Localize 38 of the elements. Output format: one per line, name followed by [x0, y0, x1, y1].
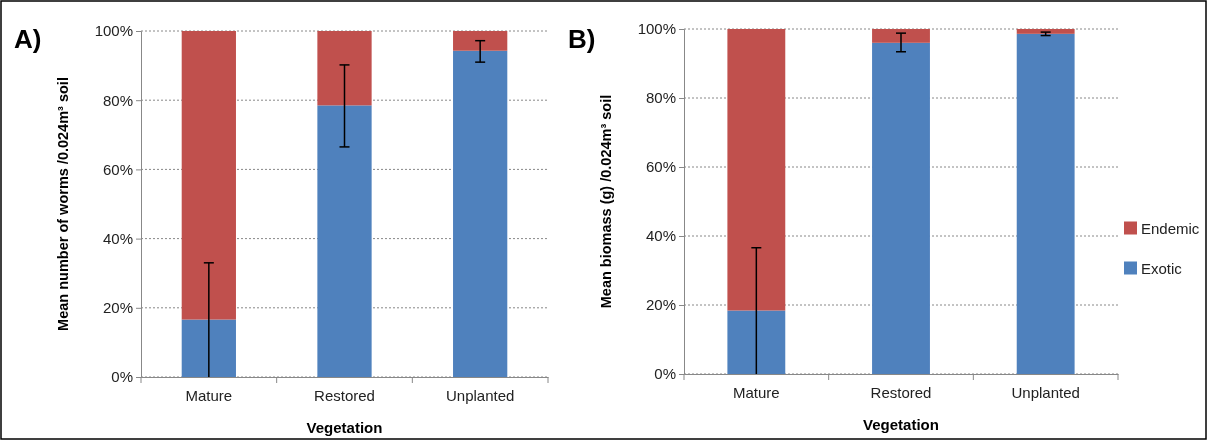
y-tick-label: 60% [645, 158, 676, 176]
legend-label: Exotic [1141, 259, 1183, 277]
y-tick-label: 40% [645, 227, 676, 245]
y-tick-label: 80% [102, 91, 133, 109]
y-axis-title: Mean number of worms /0.024m³ soil [55, 77, 71, 331]
y-tick-label: 60% [102, 160, 133, 178]
x-axis-title: Vegetation [306, 419, 383, 436]
x-axis-title: Vegetation [863, 416, 939, 433]
bar [1016, 33, 1075, 374]
y-tick-label: 0% [111, 368, 133, 386]
y-tick-label: 0% [654, 365, 676, 383]
y-tick-label: 100% [637, 20, 676, 38]
bar [727, 310, 786, 374]
bar [317, 105, 372, 377]
bar [727, 29, 786, 311]
bar [453, 31, 508, 51]
y-tick-label: 80% [645, 89, 676, 107]
bar [872, 29, 930, 43]
x-tick-label: Restored [870, 384, 932, 401]
y-tick-label: 100% [94, 22, 133, 40]
bar [453, 50, 508, 377]
y-tick-label: 40% [102, 229, 133, 247]
y-tick-label: 20% [645, 296, 676, 314]
legend-label: Endemic [1141, 219, 1200, 237]
text: B) [568, 24, 596, 54]
x-tick-label: Mature [732, 384, 780, 401]
x-tick-label: Mature [185, 387, 233, 404]
x-tick-label: Unplanted [445, 387, 515, 404]
bar [317, 31, 372, 106]
bar [181, 31, 236, 320]
x-tick-label: Unplanted [1011, 384, 1080, 401]
text: A) [14, 24, 42, 54]
x-tick-label: Restored [314, 387, 375, 404]
bar [181, 319, 236, 377]
y-axis-title: Mean biomass (g) /0.024m³ soil [598, 94, 614, 309]
y-tick-label: 20% [102, 299, 133, 317]
bar [1016, 29, 1075, 34]
bar [872, 42, 930, 374]
